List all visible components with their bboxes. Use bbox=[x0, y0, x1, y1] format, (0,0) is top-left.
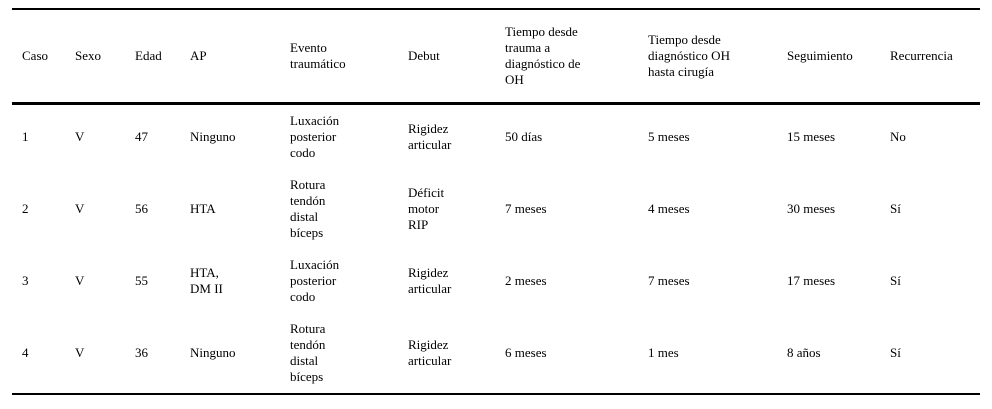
cell-sexo: V bbox=[75, 201, 85, 216]
cell-edad: 56 bbox=[135, 201, 148, 216]
cell-evento-traumatico: Rotura tendón distal bíceps bbox=[290, 321, 326, 384]
cell-recurrencia: Sí bbox=[890, 345, 901, 360]
cell-seguimiento: 15 meses bbox=[787, 129, 836, 144]
cell-seguimiento: 30 meses bbox=[787, 201, 836, 216]
cell-caso: 1 bbox=[22, 129, 29, 144]
cell-edad: 55 bbox=[135, 273, 148, 288]
cell-tiempo-diagnostico-cirugia: 7 meses bbox=[648, 273, 690, 288]
cell-tiempo-diagnostico-cirugia: 4 meses bbox=[648, 201, 690, 216]
cell-debut: Rigidez articular bbox=[408, 265, 452, 296]
cell-debut: Rigidez articular bbox=[408, 121, 452, 152]
cell-caso: 4 bbox=[22, 345, 29, 360]
cell-recurrencia: Sí bbox=[890, 273, 901, 288]
table-row: 3 V 55 HTA, DM II Luxación posterior cod… bbox=[12, 249, 980, 313]
column-header-sexo: Sexo bbox=[75, 48, 101, 63]
cell-evento-traumatico: Rotura tendón distal bíceps bbox=[290, 177, 326, 240]
column-header-ap: AP bbox=[190, 48, 207, 63]
cell-caso: 3 bbox=[22, 273, 29, 288]
column-header-debut: Debut bbox=[408, 48, 440, 63]
table-body: 1 V 47 Ninguno Luxación posterior codo R… bbox=[12, 104, 980, 395]
table-row: 4 V 36 Ninguno Rotura tendón distal bíce… bbox=[12, 313, 980, 394]
cell-evento-traumatico: Luxación posterior codo bbox=[290, 257, 340, 304]
cell-tiempo-diagnostico-cirugia: 1 mes bbox=[648, 345, 679, 360]
cell-evento-traumatico: Luxación posterior codo bbox=[290, 113, 340, 160]
column-header-tiempo-diagnostico-cirugia: Tiempo desde diagnóstico OH hasta cirugí… bbox=[648, 32, 730, 79]
cell-sexo: V bbox=[75, 273, 85, 288]
cell-caso: 2 bbox=[22, 201, 29, 216]
cell-ap: HTA, DM II bbox=[190, 265, 223, 296]
cell-recurrencia: No bbox=[890, 129, 906, 144]
clinical-cases-table: Caso Sexo Edad AP Evento traumático Debu… bbox=[12, 8, 980, 395]
column-header-caso: Caso bbox=[22, 48, 48, 63]
column-header-tiempo-trauma-diagnostico: Tiempo desde trauma a diagnóstico de OH bbox=[505, 24, 581, 87]
cell-sexo: V bbox=[75, 129, 85, 144]
cell-edad: 36 bbox=[135, 345, 148, 360]
cell-sexo: V bbox=[75, 345, 85, 360]
table-header: Caso Sexo Edad AP Evento traumático Debu… bbox=[12, 9, 980, 104]
clinical-cases-table-wrap: Caso Sexo Edad AP Evento traumático Debu… bbox=[12, 8, 980, 395]
cell-seguimiento: 8 años bbox=[787, 345, 821, 360]
cell-ap: Ninguno bbox=[190, 129, 236, 144]
cell-edad: 47 bbox=[135, 129, 148, 144]
table-row: 2 V 56 HTA Rotura tendón distal bíceps D… bbox=[12, 169, 980, 249]
cell-debut: Rigidez articular bbox=[408, 337, 452, 368]
column-header-recurrencia: Recurrencia bbox=[890, 48, 953, 63]
cell-tiempo-diagnostico-cirugia: 5 meses bbox=[648, 129, 690, 144]
header-row: Caso Sexo Edad AP Evento traumático Debu… bbox=[12, 9, 980, 104]
cell-recurrencia: Sí bbox=[890, 201, 901, 216]
column-header-evento-traumatico: Evento traumático bbox=[290, 40, 346, 71]
cell-seguimiento: 17 meses bbox=[787, 273, 836, 288]
cell-tiempo-trauma-diagnostico: 2 meses bbox=[505, 273, 547, 288]
cell-debut: Déficit motor RIP bbox=[408, 185, 445, 232]
cell-ap: Ninguno bbox=[190, 345, 236, 360]
column-header-edad: Edad bbox=[135, 48, 162, 63]
cell-tiempo-trauma-diagnostico: 6 meses bbox=[505, 345, 547, 360]
cell-tiempo-trauma-diagnostico: 7 meses bbox=[505, 201, 547, 216]
cell-tiempo-trauma-diagnostico: 50 días bbox=[505, 129, 543, 144]
column-header-seguimiento: Seguimiento bbox=[787, 48, 853, 63]
table-row: 1 V 47 Ninguno Luxación posterior codo R… bbox=[12, 104, 980, 170]
cell-ap: HTA bbox=[190, 201, 216, 216]
